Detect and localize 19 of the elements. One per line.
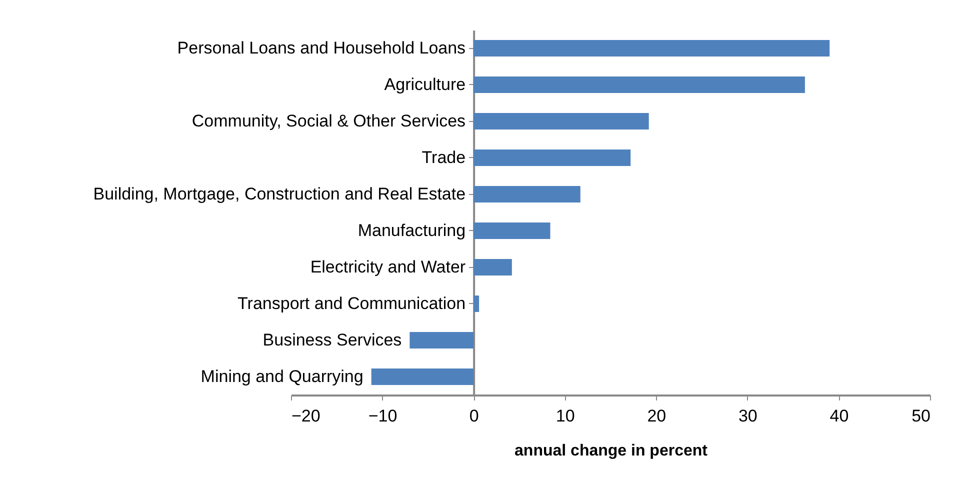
- x-tick-label: −20: [292, 406, 320, 426]
- x-tick-label: 40: [830, 406, 849, 426]
- x-tick-label: −10: [368, 406, 398, 426]
- x-tick-label: 10: [556, 406, 575, 426]
- y-tick-label: Mining and Quarrying: [200, 366, 364, 386]
- y-tick-label: Business Services: [262, 330, 402, 350]
- y-tick-label: Trade: [422, 148, 466, 167]
- y-tick-label: Electricity and Water: [310, 257, 466, 276]
- y-tick-label: Transport and Communication: [238, 294, 466, 313]
- x-tick-label: 50: [912, 406, 930, 426]
- y-tick-label: Personal Loans and Household Loans: [177, 38, 466, 58]
- x-tick-label: 0: [469, 406, 479, 426]
- y-tick-label: Manufacturing: [358, 220, 466, 240]
- x-axis-title: annual change in percent: [514, 442, 708, 460]
- y-tick-label: Agriculture: [384, 74, 466, 94]
- x-tick-label: 30: [738, 406, 758, 426]
- y-tick-label: Building, Mortgage, Construction and Real Estate: [93, 184, 466, 204]
- x-tick-label: 20: [647, 406, 666, 426]
- y-tick-label: Community, Social & Other Services: [192, 111, 466, 130]
